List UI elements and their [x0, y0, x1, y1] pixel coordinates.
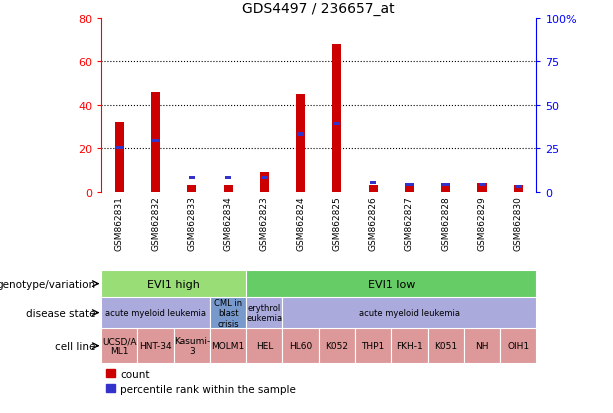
- Text: GSM862828: GSM862828: [441, 196, 450, 251]
- Text: GSM862827: GSM862827: [405, 196, 414, 251]
- Bar: [152, 140, 159, 143]
- Bar: [479, 183, 485, 187]
- Bar: [464, 328, 500, 363]
- Bar: [283, 297, 536, 328]
- Bar: [443, 183, 449, 187]
- Bar: [296, 95, 305, 192]
- Bar: [137, 328, 173, 363]
- Bar: [333, 123, 340, 126]
- Bar: [260, 173, 269, 192]
- Bar: [224, 185, 232, 192]
- Text: GSM862834: GSM862834: [224, 196, 232, 251]
- Bar: [101, 271, 246, 297]
- Text: acute myeloid leukemia: acute myeloid leukemia: [105, 309, 206, 317]
- Text: EVI1 high: EVI1 high: [147, 279, 200, 289]
- Text: CML in
blast
crisis: CML in blast crisis: [214, 298, 242, 328]
- Bar: [355, 328, 391, 363]
- Bar: [101, 328, 137, 363]
- Bar: [101, 297, 210, 328]
- Text: THP1: THP1: [362, 342, 385, 350]
- Bar: [210, 328, 246, 363]
- Text: MOLM1: MOLM1: [211, 342, 245, 350]
- Bar: [368, 185, 378, 192]
- Bar: [406, 183, 413, 187]
- Bar: [319, 328, 355, 363]
- Title: GDS4497 / 236657_at: GDS4497 / 236657_at: [243, 2, 395, 16]
- Text: UCSD/A
ML1: UCSD/A ML1: [102, 336, 137, 356]
- Text: HL60: HL60: [289, 342, 312, 350]
- Bar: [225, 176, 231, 180]
- Text: EVI1 low: EVI1 low: [368, 279, 415, 289]
- Bar: [391, 328, 427, 363]
- Bar: [261, 176, 268, 180]
- Text: GSM862824: GSM862824: [296, 196, 305, 250]
- Legend: count, percentile rank within the sample: count, percentile rank within the sample: [106, 369, 295, 394]
- Bar: [246, 271, 536, 297]
- Text: GSM862833: GSM862833: [188, 196, 196, 251]
- Text: OIH1: OIH1: [507, 342, 529, 350]
- Bar: [478, 183, 487, 192]
- Bar: [173, 328, 210, 363]
- Bar: [428, 328, 464, 363]
- Bar: [115, 123, 124, 192]
- Text: K051: K051: [434, 342, 457, 350]
- Text: GSM862832: GSM862832: [151, 196, 160, 251]
- Text: cell line: cell line: [55, 341, 95, 351]
- Text: GSM862825: GSM862825: [332, 196, 341, 251]
- Bar: [370, 182, 376, 185]
- Bar: [189, 176, 195, 180]
- Text: NH: NH: [475, 342, 489, 350]
- Bar: [188, 185, 196, 192]
- Text: erythrol
eukemia: erythrol eukemia: [246, 303, 283, 323]
- Bar: [210, 297, 246, 328]
- Text: Kasumi-
3: Kasumi- 3: [173, 336, 210, 356]
- Text: acute myeloid leukemia: acute myeloid leukemia: [359, 309, 460, 317]
- Bar: [283, 328, 319, 363]
- Bar: [332, 45, 341, 192]
- Text: HEL: HEL: [256, 342, 273, 350]
- Bar: [405, 183, 414, 192]
- Bar: [500, 328, 536, 363]
- Text: FKH-1: FKH-1: [396, 342, 423, 350]
- Text: HNT-34: HNT-34: [139, 342, 172, 350]
- Bar: [515, 185, 522, 188]
- Bar: [246, 297, 283, 328]
- Text: GSM862823: GSM862823: [260, 196, 269, 251]
- Text: GSM862831: GSM862831: [115, 196, 124, 251]
- Text: disease state: disease state: [26, 308, 95, 318]
- Bar: [441, 183, 450, 192]
- Bar: [151, 92, 160, 192]
- Bar: [246, 328, 283, 363]
- Text: GSM862829: GSM862829: [478, 196, 487, 251]
- Bar: [116, 147, 123, 150]
- Text: GSM862830: GSM862830: [514, 196, 523, 251]
- Bar: [514, 185, 523, 192]
- Text: genotype/variation: genotype/variation: [0, 279, 95, 289]
- Text: K052: K052: [326, 342, 348, 350]
- Bar: [297, 133, 304, 136]
- Text: GSM862826: GSM862826: [368, 196, 378, 251]
